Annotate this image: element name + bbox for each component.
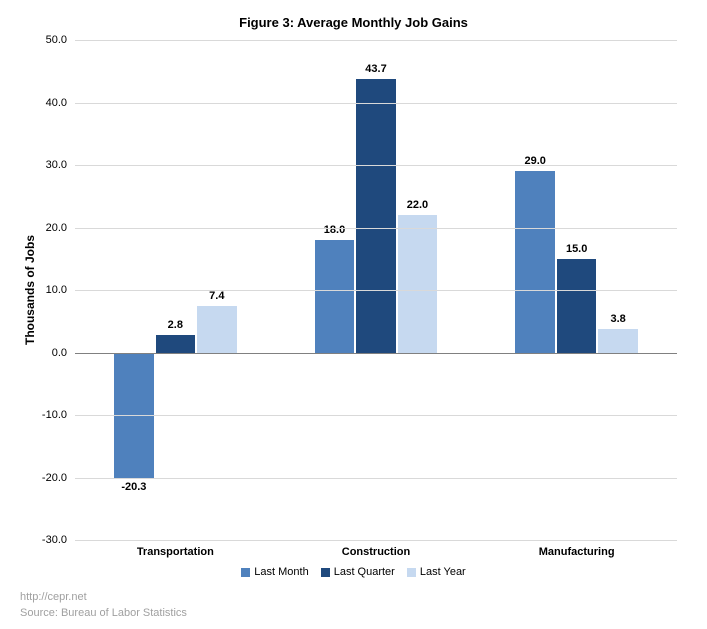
grid-line — [75, 290, 677, 291]
bar — [597, 329, 638, 353]
data-label: 7.4 — [209, 290, 224, 302]
y-axis-label: Thousands of Jobs — [23, 235, 37, 345]
bar — [556, 259, 597, 353]
grid-line — [75, 165, 677, 166]
category-label: Transportation — [137, 546, 214, 558]
legend-label: Last Month — [254, 566, 308, 578]
data-label: 2.8 — [168, 319, 183, 331]
legend-swatch — [241, 568, 250, 577]
grid-line — [75, 353, 677, 354]
bar — [397, 215, 438, 353]
grid-line — [75, 415, 677, 416]
bar — [196, 306, 237, 352]
bar — [514, 171, 555, 352]
bar — [314, 240, 355, 353]
data-label: 43.7 — [365, 63, 386, 75]
y-tick-label: -30.0 — [42, 534, 67, 546]
bar — [155, 335, 196, 353]
y-tick-label: 40.0 — [46, 97, 67, 109]
bar — [355, 79, 396, 352]
grid-line — [75, 478, 677, 479]
footer-source: Source: Bureau of Labor Statistics — [20, 606, 187, 621]
category-label: Construction — [342, 546, 410, 558]
grid-line — [75, 103, 677, 104]
legend-swatch — [321, 568, 330, 577]
legend-item: Last Year — [407, 566, 466, 578]
data-label: 18.0 — [324, 224, 345, 236]
grid-line — [75, 228, 677, 229]
chart-footer: http://cepr.net Source: Bureau of Labor … — [20, 590, 187, 621]
chart-container: Figure 3: Average Monthly Job Gains Thou… — [0, 0, 707, 629]
data-label: 3.8 — [610, 313, 625, 325]
legend: Last Month Last Quarter Last Year — [20, 566, 687, 578]
y-tick-label: 30.0 — [46, 159, 67, 171]
legend-label: Last Year — [420, 566, 466, 578]
chart-title: Figure 3: Average Monthly Job Gains — [20, 15, 687, 30]
grid-line — [75, 40, 677, 41]
data-label: 22.0 — [407, 199, 428, 211]
legend-swatch — [407, 568, 416, 577]
y-tick-label: 50.0 — [46, 34, 67, 46]
legend-item: Last Month — [241, 566, 308, 578]
footer-link: http://cepr.net — [20, 590, 187, 605]
y-tick-label: -20.0 — [42, 472, 67, 484]
legend-item: Last Quarter — [321, 566, 395, 578]
y-tick-label: 0.0 — [52, 347, 67, 359]
category-label: Manufacturing — [539, 546, 615, 558]
legend-label: Last Quarter — [334, 566, 395, 578]
y-tick-label: -10.0 — [42, 409, 67, 421]
plot-area: Thousands of Jobs -20.32.87.418.043.722.… — [75, 40, 677, 540]
data-label: 15.0 — [566, 243, 587, 255]
y-tick-label: 20.0 — [46, 222, 67, 234]
y-tick-label: 10.0 — [46, 284, 67, 296]
data-label: -20.3 — [121, 481, 146, 493]
grid-line — [75, 540, 677, 541]
